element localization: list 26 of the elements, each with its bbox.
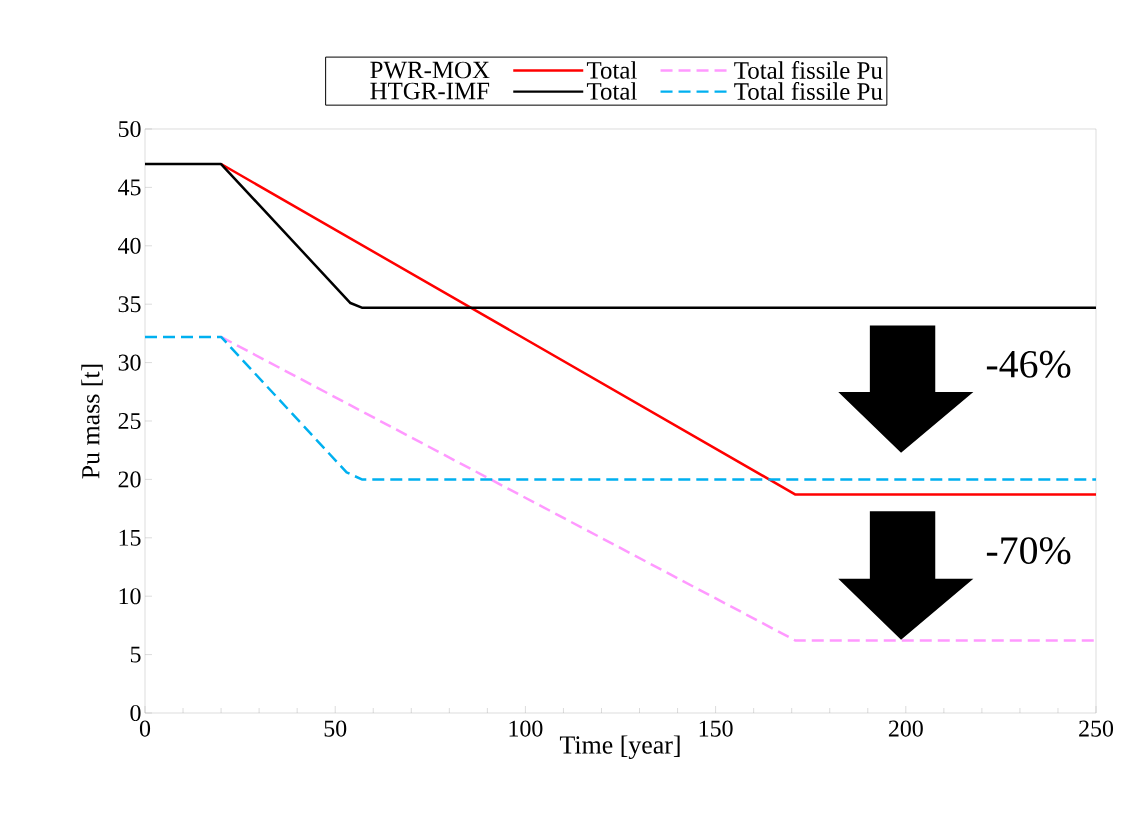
x-axis-title: Time [year] bbox=[559, 735, 680, 760]
legend-label: Total bbox=[586, 82, 637, 100]
text: PWR-MOX bbox=[370, 61, 490, 79]
y-tick-label: 35 bbox=[118, 296, 141, 313]
x-tick-label: 150 bbox=[699, 720, 733, 737]
annotation: -46% bbox=[986, 350, 1071, 378]
y-tick-label: 0 bbox=[130, 704, 141, 722]
legend-label: Total fissile Pu bbox=[734, 82, 883, 100]
y-tick-label: 50 bbox=[118, 120, 141, 138]
y-tick-label: 30 bbox=[118, 354, 141, 371]
y-tick-label: 40 bbox=[118, 237, 141, 254]
legend-label: Total bbox=[586, 61, 637, 79]
text: HTGR-IMF bbox=[370, 82, 490, 100]
y-tick-label: 15 bbox=[119, 529, 141, 546]
y-tick-label: 5 bbox=[130, 646, 141, 663]
y-axis-title: Pu mass [t] bbox=[81, 364, 103, 479]
y-tick-label: 25 bbox=[118, 412, 141, 430]
y-tick-label: 10 bbox=[119, 588, 141, 605]
legend-label: Total fissile Pu bbox=[734, 61, 883, 79]
y-tick-label: 20 bbox=[118, 471, 141, 488]
x-tick-label: 100 bbox=[509, 720, 543, 737]
x-tick-label: 200 bbox=[888, 720, 923, 737]
x-tick-label: 250 bbox=[1079, 720, 1114, 737]
annotation: -70% bbox=[986, 537, 1071, 565]
x-tick-label: 50 bbox=[324, 720, 347, 737]
y-tick-label: 45 bbox=[118, 179, 141, 196]
